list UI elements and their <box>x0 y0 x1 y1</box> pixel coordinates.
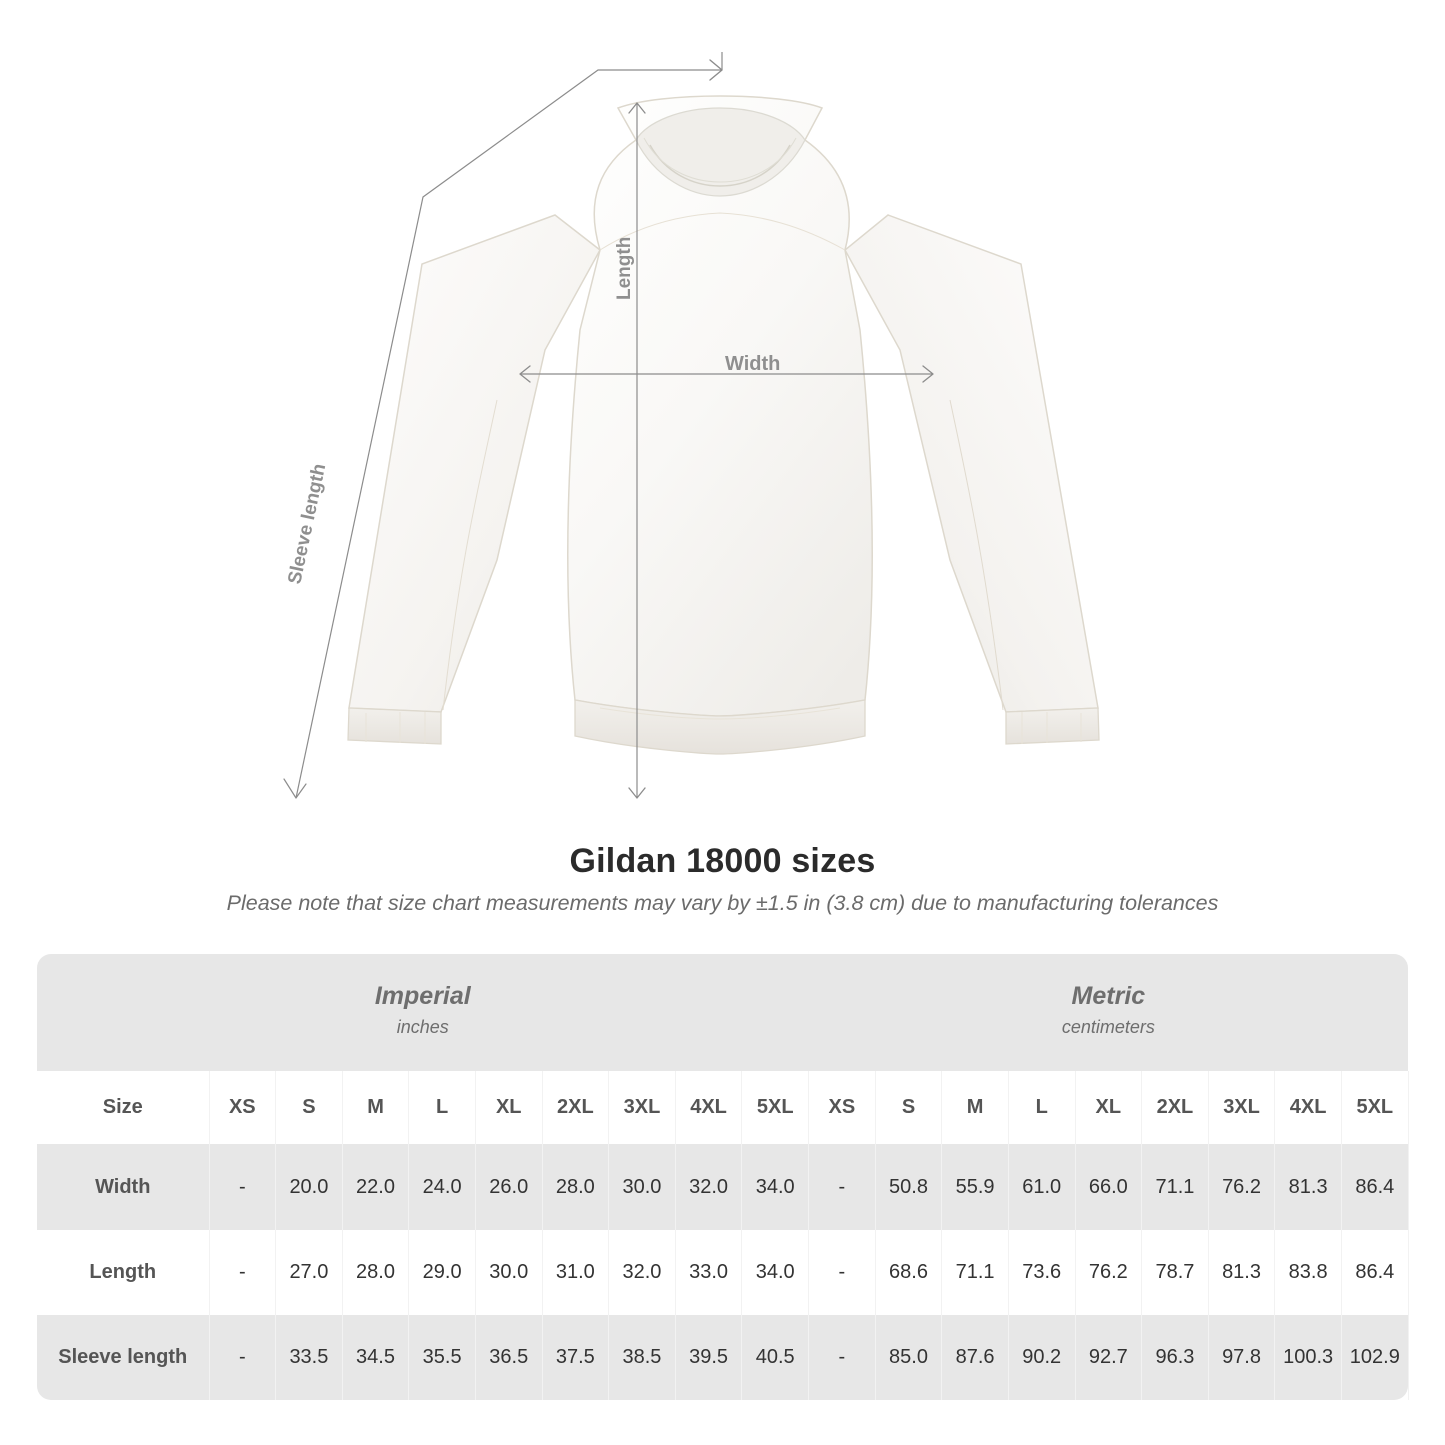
svg-text:Sleeve length: Sleeve length <box>284 462 330 586</box>
svg-text:Length: Length <box>614 237 635 300</box>
svg-text:Width: Width <box>725 353 780 375</box>
